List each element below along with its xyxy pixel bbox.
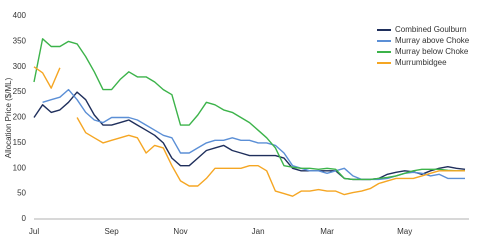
y-tick-label: 350 [13,36,27,45]
x-tick-label: Nov [173,227,187,236]
y-tick-label: 100 [13,163,27,172]
x-tick-label: May [397,227,412,236]
x-tick-label: Jan [252,227,265,236]
legend-label: Murray above Choke [395,36,470,45]
y-tick-label: 300 [13,62,27,71]
chart: Allocation Price ($/ML) 0 50 100 150 200 250 3… [4,11,470,236]
legend-label: Murray below Choke [395,47,469,56]
y-tick-label: 50 [17,189,26,198]
series-line [33,91,466,181]
series-line [33,38,465,181]
legend-label: Combined Goulburn [395,25,467,34]
y-axis-label: Allocation Price ($/ML) [4,77,13,158]
x-tick-label: Mar [320,227,334,236]
y-tick-label: 250 [13,87,27,96]
x-tick-label: Jul [29,227,39,236]
series-line [33,66,465,197]
y-tick-label: 400 [13,11,27,20]
y-tick-label: 150 [13,138,27,147]
legend-label: Murrumbidgee [395,58,447,67]
x-tick-label: Sep [104,227,119,236]
y-tick-label: 200 [13,113,27,122]
y-tick-label: 0 [22,214,27,223]
